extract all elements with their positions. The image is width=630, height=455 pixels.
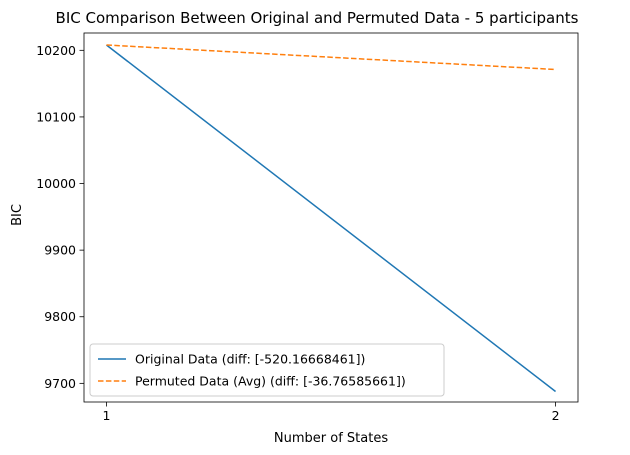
chart-title: BIC Comparison Between Original and Perm… xyxy=(56,9,579,27)
series-line-2 xyxy=(106,44,556,71)
legend: Original Data (diff: [-520.16668461]) Per… xyxy=(89,343,445,397)
y-tick-label: 10100 xyxy=(36,109,76,124)
y-tick-label: 9700 xyxy=(44,376,76,391)
series-layer xyxy=(105,44,557,393)
axes-frame xyxy=(83,32,579,403)
x-tick-label: 2 xyxy=(552,408,560,423)
x-axis-label: Number of States xyxy=(274,431,388,446)
x-tick-label: 1 xyxy=(102,408,110,423)
legend-box xyxy=(89,343,445,397)
y-tick-label: 9800 xyxy=(44,309,76,324)
y-tick-label: 9900 xyxy=(44,243,76,258)
axes-layer: 1 2 9700 9800 9900 10000 10100 10200 xyxy=(36,32,579,423)
series-line-1 xyxy=(105,44,557,393)
legend-entry-2: Permuted Data (Avg) (diff: [-36.76585661… xyxy=(135,374,406,389)
y-axis-label: BIC xyxy=(10,204,25,226)
legend-entry-1: Original Data (diff: [-520.16668461]) xyxy=(135,352,365,367)
y-tick-label: 10200 xyxy=(36,43,76,58)
y-tick-label: 10000 xyxy=(36,176,76,191)
